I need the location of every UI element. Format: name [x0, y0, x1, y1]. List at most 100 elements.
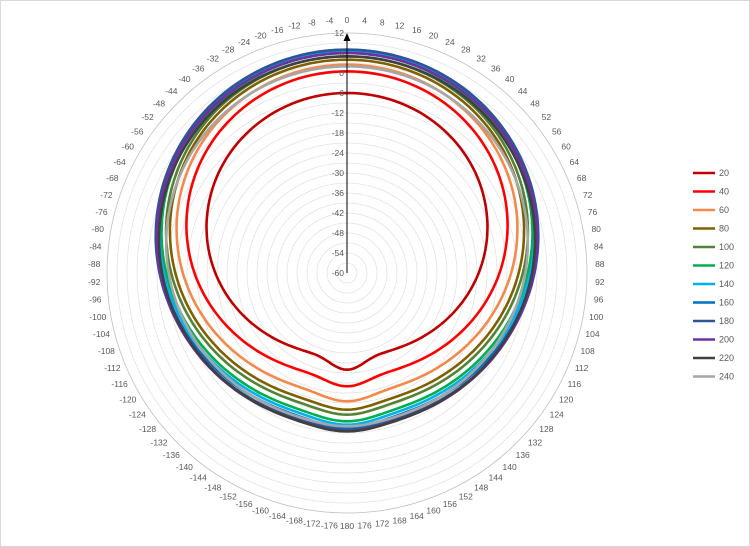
angular-tick-label: -132 — [150, 437, 167, 447]
angular-tick-label: -152 — [220, 491, 237, 501]
angular-tick-label: 172 — [375, 519, 389, 529]
series-group — [154, 48, 540, 433]
series-line-240 — [164, 65, 530, 428]
radial-tick-label: -36 — [332, 188, 345, 198]
angular-tick-label: 56 — [552, 127, 562, 137]
angular-tick-label: 44 — [518, 86, 528, 96]
angular-tick-label: -144 — [190, 473, 207, 483]
series-line-60 — [175, 63, 519, 403]
radial-tick-label: 12 — [335, 28, 345, 38]
angular-tick-label: -116 — [111, 379, 128, 389]
angular-tick-label: -148 — [204, 483, 221, 493]
angular-tick-label: -112 — [104, 363, 121, 373]
angular-tick-label: 160 — [426, 506, 440, 516]
angular-tick-label: -44 — [165, 86, 178, 96]
angular-tick-label: 128 — [539, 424, 553, 434]
angular-tick-label: -64 — [113, 157, 126, 167]
angular-tick-label: 88 — [595, 259, 605, 269]
radial-tick-label: -6 — [336, 88, 344, 98]
angular-tick-label: 76 — [588, 207, 598, 217]
angular-tick-label: 12 — [395, 21, 405, 31]
angular-tick-label: -100 — [89, 312, 106, 322]
angular-tick-label: 84 — [594, 242, 604, 252]
angular-tick-label: 148 — [474, 483, 488, 493]
angular-tick-label: 4 — [362, 16, 367, 26]
series-line-100 — [164, 55, 530, 417]
legend-label-20: 20 — [719, 168, 729, 178]
radial-tick-label: 0 — [339, 68, 344, 78]
angular-tick-label: 136 — [516, 450, 530, 460]
angular-tick-label: 52 — [542, 112, 552, 122]
legend-label-160: 160 — [719, 298, 734, 308]
angular-tick-label: 32 — [476, 53, 486, 63]
angular-tick-label: -28 — [222, 45, 235, 55]
angular-tick-label: 68 — [577, 173, 587, 183]
legend-label-240: 240 — [719, 372, 734, 382]
angular-tick-label: -20 — [254, 30, 267, 40]
angular-tick-label: -84 — [89, 242, 102, 252]
angular-tick-label: 140 — [503, 462, 517, 472]
angular-tick-label: 72 — [583, 190, 593, 200]
angular-tick-label: 0 — [345, 15, 350, 25]
angular-tick-label: -92 — [88, 277, 101, 287]
radial-tick-label: -48 — [332, 228, 345, 238]
angular-tick-label: -156 — [236, 499, 253, 509]
angular-tick-label: -120 — [119, 395, 136, 405]
angular-tick-label: -72 — [100, 190, 113, 200]
angular-tick-label: 100 — [589, 312, 603, 322]
angular-tick-label: 108 — [581, 346, 595, 356]
angular-tick-label: 144 — [489, 473, 503, 483]
angular-tick-label: -128 — [139, 424, 156, 434]
legend-label-60: 60 — [719, 205, 729, 215]
radial-tick-label: -60 — [332, 268, 345, 278]
angular-tick-label: 60 — [561, 142, 571, 152]
legend-label-40: 40 — [719, 187, 729, 197]
angular-tick-label: 116 — [568, 379, 582, 389]
angular-tick-label: 16 — [412, 25, 422, 35]
legend-label-140: 140 — [719, 279, 734, 289]
angular-tick-label: 64 — [570, 157, 580, 167]
angular-tick-label: 20 — [429, 30, 439, 40]
legend-label-100: 100 — [719, 242, 734, 252]
angular-tick-label: 92 — [595, 277, 605, 287]
angular-tick-label: -168 — [286, 516, 303, 526]
radial-tick-label: -54 — [332, 248, 345, 258]
radial-tick-label: -24 — [332, 148, 345, 158]
angular-tick-label: -108 — [98, 346, 115, 356]
series-line-40 — [185, 70, 509, 388]
angular-tick-label: -164 — [269, 511, 286, 521]
angular-tick-label: 36 — [491, 63, 501, 73]
angular-tick-label: -4 — [326, 16, 334, 26]
angular-tick-label: 96 — [594, 294, 604, 304]
angular-tick-label: 24 — [445, 37, 455, 47]
angular-tick-label: -76 — [95, 207, 108, 217]
legend-label-200: 200 — [719, 335, 734, 345]
series-line-220 — [157, 55, 537, 433]
series-line-180 — [154, 48, 540, 432]
angular-tick-label: 112 — [575, 363, 589, 373]
angular-tick-label: -172 — [303, 519, 320, 529]
angular-tick-label: 152 — [459, 491, 473, 501]
radial-tick-label: -18 — [332, 128, 345, 138]
angular-tick-label: 168 — [393, 516, 407, 526]
angular-tick-label: -80 — [92, 224, 105, 234]
angular-tick-labels: 0 4 8 12 16202428323640444852566064687276808… — [88, 15, 605, 531]
angular-tick-label: 124 — [550, 410, 564, 420]
angular-tick-label: -40 — [178, 74, 191, 84]
angular-tick-label: -140 — [176, 462, 193, 472]
angular-tick-label: -68 — [106, 173, 119, 183]
angular-tick-label: 156 — [443, 499, 457, 509]
legend-label-120: 120 — [719, 261, 734, 271]
angular-tick-label: 80 — [591, 224, 601, 234]
angular-tick-label: -36 — [192, 63, 205, 73]
angular-tick-label: -88 — [88, 259, 101, 269]
angular-tick-label: -52 — [141, 112, 154, 122]
angular-tick-label: -104 — [93, 329, 110, 339]
angular-tick-label: -16 — [271, 25, 284, 35]
angular-tick-label: 8 — [380, 18, 385, 28]
angular-tick-label: 28 — [461, 45, 471, 55]
angular-tick-label: -96 — [89, 294, 102, 304]
radial-tick-label: -42 — [332, 208, 345, 218]
